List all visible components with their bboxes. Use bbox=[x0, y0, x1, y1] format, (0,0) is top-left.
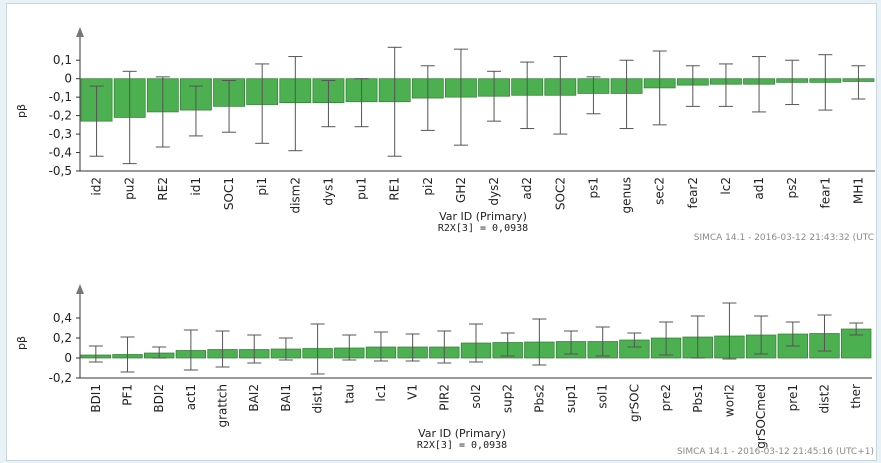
x-tick-label: tau bbox=[342, 384, 356, 404]
x-tick-label: GH2 bbox=[454, 177, 468, 203]
y-tick-label: -0,3 bbox=[49, 127, 72, 141]
x-tick-label: sol2 bbox=[469, 384, 483, 409]
x-tick-label: genus bbox=[620, 177, 634, 213]
y-tick-label: 0 bbox=[64, 72, 72, 86]
y-tick-label: -0,2 bbox=[49, 371, 72, 385]
x-tick-label: dist2 bbox=[817, 384, 831, 414]
x-tick-label: lc2 bbox=[719, 177, 733, 195]
x-tick-label: grattch bbox=[216, 384, 230, 428]
x-tick-label: sup1 bbox=[564, 384, 578, 413]
x-tick-label: RE2 bbox=[156, 177, 170, 201]
x-tick-label: Pbs1 bbox=[691, 384, 705, 413]
x-tick-label: PIR2 bbox=[437, 384, 451, 411]
x-tick-label: MH1 bbox=[851, 177, 865, 204]
x-tick-label: pi2 bbox=[421, 177, 435, 196]
x-tick-label: RE1 bbox=[388, 177, 402, 201]
x-tick-label: ps2 bbox=[785, 177, 799, 199]
x-tick-label: id1 bbox=[189, 177, 203, 196]
x-tick-label: pre1 bbox=[786, 384, 800, 411]
x-tick-label: fear1 bbox=[818, 177, 832, 209]
x-tick-label: sol1 bbox=[596, 384, 610, 409]
loading-bar-chart-2: 0,4 0,2 0 -0,2 pβ BDI1 PF1 BDI2 act1 grattch BAI2 B… bbox=[15, 284, 874, 457]
y-tick-label: -0,2 bbox=[49, 109, 72, 123]
x-tick-label: pu1 bbox=[355, 177, 369, 200]
x-tick-label: dist1 bbox=[311, 384, 325, 414]
x-tick-label: ther bbox=[849, 384, 863, 409]
x-tick-label: PF1 bbox=[121, 384, 135, 406]
x-tick-label: SOC2 bbox=[553, 177, 567, 210]
x-tick-label: sup2 bbox=[501, 384, 515, 413]
x-tick-label: V1 bbox=[406, 384, 420, 400]
plot-window: 0,1 0 -0,1 -0,2 -0,3 -0,4 -0,5 pβ id2 pu2 RE2 id1 SO… bbox=[6, 3, 877, 461]
x-tick-label: dys1 bbox=[321, 177, 335, 206]
x-tick-label: pu2 bbox=[123, 177, 137, 200]
x-tick-label: dys2 bbox=[487, 177, 501, 206]
x-tick-label: ad2 bbox=[520, 177, 534, 200]
x-tick-label: grSOCmed bbox=[754, 384, 768, 449]
y-tick-label: 0 bbox=[64, 351, 72, 365]
r2x-label: R2X[3] = 0,0938 bbox=[438, 223, 528, 234]
x-tick-label: id2 bbox=[90, 177, 104, 196]
x-tick-label: BAI2 bbox=[247, 384, 261, 412]
x-tick-label: sec2 bbox=[653, 177, 667, 205]
y-axis-label: pβ bbox=[15, 336, 28, 350]
y-axis-label: pβ bbox=[15, 104, 28, 118]
x-tick-label: pi1 bbox=[255, 177, 269, 196]
x-tick-label: grSOC bbox=[627, 384, 641, 422]
x-tick-label: pre2 bbox=[659, 384, 673, 411]
x-axis-label: Var ID (Primary) bbox=[418, 427, 506, 440]
x-tick-label: ps1 bbox=[586, 177, 600, 199]
x-axis-label: Var ID (Primary) bbox=[439, 210, 527, 223]
x-tick-label: dism2 bbox=[288, 177, 302, 214]
x-tick-label: BDI2 bbox=[152, 384, 166, 413]
y-tick-label: -0,5 bbox=[49, 164, 72, 178]
x-tick-label: SOC1 bbox=[222, 177, 236, 210]
x-tick-label: fear2 bbox=[686, 177, 700, 209]
software-stamp: SIMCA 14.1 - 2016-03-12 21:45:16 (UTC+1) bbox=[677, 447, 874, 457]
x-tick-label: Pbs2 bbox=[532, 384, 546, 413]
y-axis-arrow-icon bbox=[76, 284, 84, 294]
y-tick-label: 0,4 bbox=[53, 311, 72, 325]
loading-bar-chart-1: 0,1 0 -0,1 -0,2 -0,3 -0,4 -0,5 pβ id2 pu2 RE2 id1 SO… bbox=[15, 27, 875, 243]
software-stamp: SIMCA 14.1 - 2016-03-12 21:43:32 (UTC bbox=[694, 233, 874, 243]
r2x-label: R2X[3] = 0,0938 bbox=[417, 440, 507, 451]
x-tick-label: ad1 bbox=[752, 177, 766, 200]
y-tick-label: 0,2 bbox=[53, 331, 72, 345]
y-axis-arrow-icon bbox=[76, 27, 84, 37]
y-tick-label: -0,1 bbox=[49, 90, 72, 104]
x-tick-label: lc1 bbox=[374, 384, 388, 402]
x-tick-label: BAI1 bbox=[279, 384, 293, 412]
y-tick-label: 0,1 bbox=[53, 53, 72, 67]
x-tick-label: act1 bbox=[184, 384, 198, 410]
x-tick-label: worl2 bbox=[722, 384, 736, 417]
y-tick-label: -0,4 bbox=[49, 146, 72, 160]
x-tick-label: BDI1 bbox=[89, 384, 103, 413]
